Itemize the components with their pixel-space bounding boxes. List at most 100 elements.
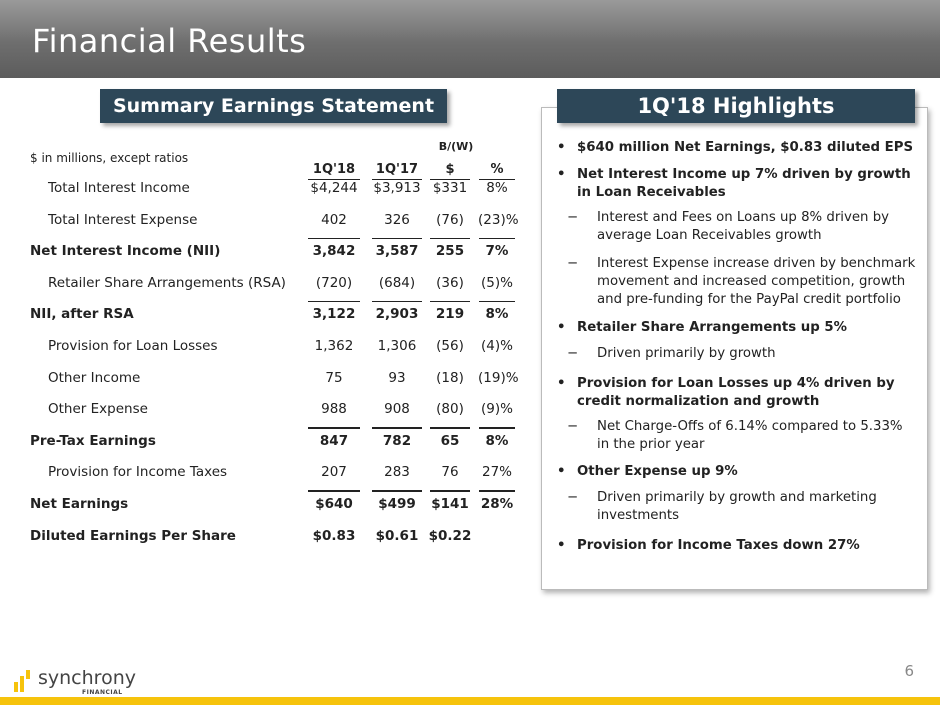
table-row: Other Income 75 93 (18) (19)% (0, 370, 520, 392)
row-value: 326 (384, 211, 410, 228)
total-rule (308, 237, 360, 240)
row-value: 8% (486, 180, 508, 196)
highlight-item: • Provision for Loan Losses up 4% driven … (557, 375, 927, 411)
row-value: $0.61 (375, 527, 419, 544)
row-value: 402 (321, 211, 347, 228)
total-rule (308, 427, 360, 429)
row-value: 1,362 (314, 338, 354, 354)
row-value: (4)% (481, 338, 513, 354)
highlight-text: Other Expense up 9% (577, 464, 738, 479)
highlight-text: $640 million Net Earnings, $0.83 diluted… (577, 140, 914, 155)
total-rule (372, 427, 422, 429)
dash-icon: − (567, 256, 579, 271)
row-value: (23)% (478, 211, 519, 228)
row-label: Net Earnings (30, 496, 129, 512)
bullet-icon: • (557, 464, 566, 479)
row-value: $141 (431, 496, 469, 512)
highlight-text: Interest and Fees on Loans up 8% driven … (597, 210, 890, 243)
row-value: $3,913 (373, 180, 421, 196)
row-value: 28% (480, 496, 514, 512)
total-rule (308, 490, 360, 492)
bullet-icon: • (557, 167, 566, 182)
highlight-subitem: − Interest Expense increase driven by ben… (567, 255, 917, 309)
row-label: Pre-Tax Earnings (30, 432, 156, 449)
row-value: (19)% (478, 369, 519, 386)
row-value: 283 (384, 464, 410, 481)
row-label: Total Interest Expense (48, 211, 198, 228)
highlight-text: Retailer Share Arrangements up 5% (577, 320, 847, 335)
bullet-icon: • (557, 140, 566, 155)
highlight-item: • Net Interest Income up 7% driven by gro… (557, 166, 927, 202)
row-value: 1,306 (377, 338, 417, 354)
row-value: 2,903 (375, 306, 419, 323)
total-rule (479, 300, 515, 303)
total-rule (430, 237, 470, 240)
table-row: Provision for Loan Losses 1,362 1,306 (56) (… (0, 338, 520, 360)
highlight-text: Provision for Loan Losses up 4% driven b… (577, 376, 895, 409)
table-row: Diluted Earnings Per Share $0.83 $0.61 $0.2… (0, 528, 520, 550)
row-value: 3,842 (312, 243, 356, 260)
highlight-subitem: − Interest and Fees on Loans up 8% driven… (567, 209, 917, 245)
col-1q18: 1Q'18 (308, 162, 360, 180)
total-rule (479, 490, 515, 492)
highlight-text: Driven primarily by growth (597, 346, 776, 361)
row-value: 7% (485, 243, 509, 260)
page-title: Financial Results (32, 22, 307, 60)
row-label: NII, after RSA (30, 306, 134, 323)
row-label: Total Interest Income (48, 180, 190, 196)
highlight-item: • $640 million Net Earnings, $0.83 dilute… (557, 139, 927, 157)
dash-icon: − (567, 419, 579, 434)
row-value: $4,244 (310, 180, 358, 196)
row-label: Provision for Income Taxes (48, 464, 228, 481)
highlight-item: • Retailer Share Arrangements up 5% (557, 319, 927, 337)
row-value: 75 (325, 369, 343, 386)
row-value: (9)% (481, 401, 513, 418)
table-row: Net Earnings $640 $499 $141 28% (0, 496, 520, 518)
bullet-icon: • (557, 376, 566, 391)
row-value: 3,587 (375, 243, 419, 260)
page-number: 6 (904, 662, 914, 680)
bullet-icon: • (557, 538, 566, 553)
total-rule (430, 427, 470, 429)
highlight-subitem: − Net Charge-Offs of 6.14% compared to 5.… (567, 418, 917, 454)
logo-subtext: FINANCIAL (82, 689, 123, 696)
col-dollar: $ (430, 162, 470, 180)
table-row: Total Interest Expense 402 326 (76) (23)% (0, 212, 520, 234)
row-value: 255 (435, 243, 465, 260)
row-value: $640 (315, 496, 353, 512)
row-value: (720) (315, 274, 353, 291)
footer-accent-bar (0, 697, 940, 705)
total-rule (372, 490, 422, 492)
row-value: (36) (436, 274, 464, 291)
row-label: Net Interest Income (NII) (30, 243, 221, 260)
total-rule (479, 237, 515, 240)
logo-text: synchrony (38, 667, 136, 689)
highlight-subitem: − Driven primarily by growth (567, 345, 917, 363)
row-value: 93 (388, 369, 406, 386)
row-label: Other Expense (48, 401, 148, 418)
total-rule (430, 490, 470, 492)
row-label: Retailer Share Arrangements (RSA) (48, 274, 286, 291)
row-value: $0.83 (312, 527, 356, 544)
bw-header: B/(W) (438, 140, 474, 153)
highlight-text: Interest Expense increase driven by benc… (597, 256, 916, 307)
row-value: (76) (436, 211, 464, 228)
row-value: 219 (435, 306, 465, 323)
row-value: 207 (321, 464, 347, 481)
dash-icon: − (567, 490, 579, 505)
highlight-text: Driven primarily by growth and marketing… (597, 490, 877, 523)
col-percent: % (479, 162, 515, 180)
row-value: (5)% (481, 274, 513, 291)
row-value: 8% (485, 306, 509, 323)
row-label: Diluted Earnings Per Share (30, 527, 236, 544)
row-value: 8% (485, 432, 509, 449)
table-row: Total Interest Income $4,244 $3,913 $331 8% (0, 180, 520, 202)
highlight-text: Net Interest Income up 7% driven by grow… (577, 167, 911, 200)
row-value: $0.22 (428, 527, 472, 544)
row-value: 847 (319, 432, 349, 449)
row-value: (18) (436, 369, 464, 386)
row-value: 27% (481, 464, 512, 481)
table-row: Net Interest Income (NII) 3,842 3,587 255 7% (0, 243, 520, 265)
highlight-text: Net Charge-Offs of 6.14% compared to 5.3… (597, 419, 903, 452)
table-row: Provision for Income Taxes 207 283 76 27% (0, 464, 520, 486)
